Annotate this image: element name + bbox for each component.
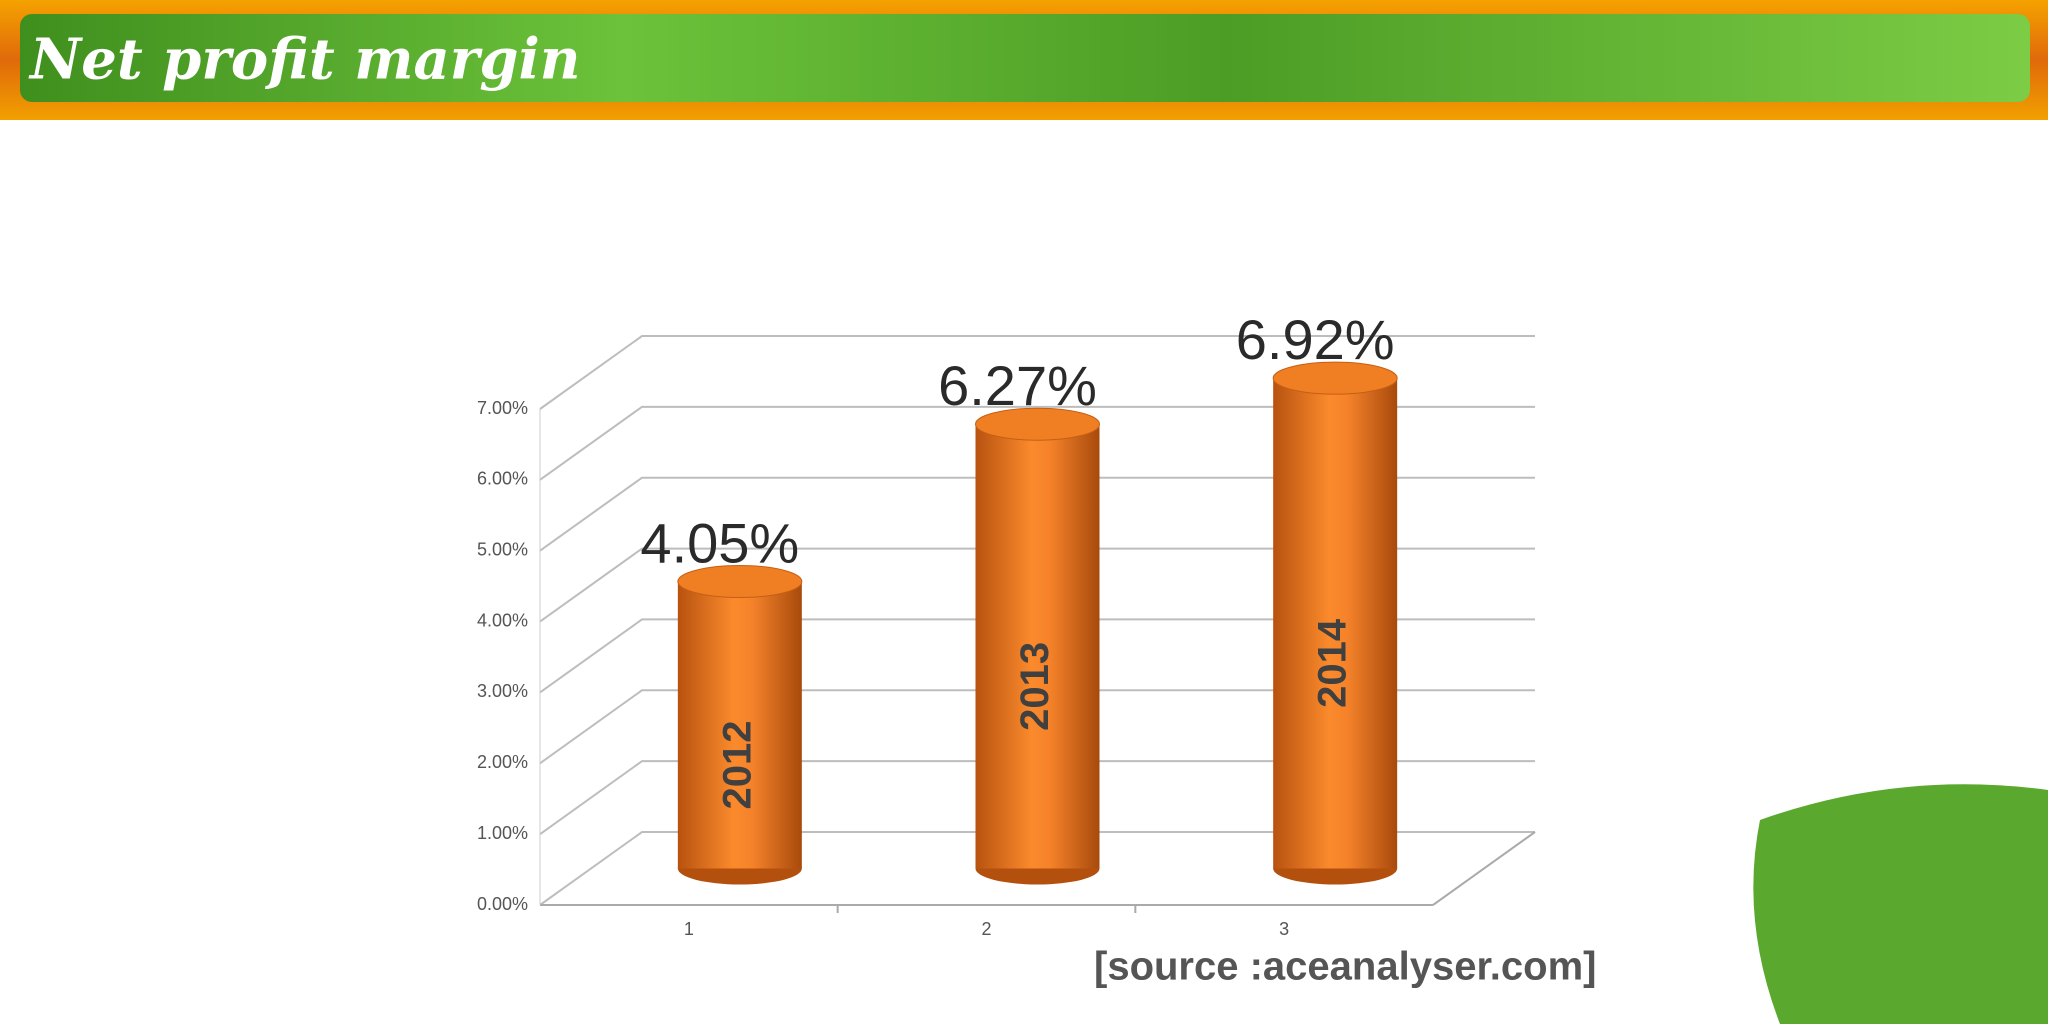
x-tick-label: 1	[684, 919, 694, 939]
value-label: 6.27%	[938, 354, 1097, 417]
y-tick-label: 3.00%	[477, 681, 528, 701]
source-text: [source :aceanalyser.com]	[1094, 945, 1596, 989]
y-tick-label: 0.00%	[477, 894, 528, 914]
bar-top	[677, 565, 803, 599]
header-grass	[20, 14, 2030, 102]
value-label: 4.05%	[640, 511, 799, 574]
bar-year-label: 2013	[1013, 642, 1057, 731]
grid-line	[539, 476, 1535, 552]
value-label: 6.92%	[1236, 308, 1395, 371]
slide-title: Net profit margin	[28, 27, 580, 93]
y-tick-label: 1.00%	[477, 823, 528, 843]
grid-line	[539, 618, 1535, 694]
bar	[1272, 361, 1398, 885]
grid-line	[539, 831, 1535, 906]
y-tick-label: 2.00%	[477, 752, 528, 772]
floor-edge	[1432, 831, 1536, 906]
y-tick-label: 4.00%	[477, 610, 528, 630]
grid-line	[539, 760, 1535, 835]
grid-line	[539, 547, 1535, 623]
grid-line	[539, 405, 1535, 481]
grid-line	[539, 335, 1535, 410]
bar-top	[975, 407, 1100, 441]
y-tick-label: 7.00%	[477, 398, 528, 418]
x-tick-label: 2	[981, 919, 991, 939]
bar-body	[677, 581, 802, 869]
bar-top	[1272, 361, 1398, 395]
bar-year-label: 2012	[715, 721, 759, 810]
x-tick-label: 3	[1279, 919, 1289, 939]
grid-line	[539, 689, 1535, 765]
y-tick-label: 5.00%	[477, 539, 528, 559]
bar-body	[1273, 378, 1398, 869]
bar-body	[975, 424, 1100, 869]
grass-decoration	[1753, 784, 2048, 1024]
bar-year-label: 2014	[1311, 618, 1355, 708]
bar	[677, 565, 803, 885]
chart: 0.00% 1.00% 2.00% 3.00% 4.00% 5.00% 6.00% 7.00%…	[477, 308, 1536, 939]
bar	[975, 407, 1100, 885]
y-tick-label: 6.00%	[477, 469, 528, 489]
